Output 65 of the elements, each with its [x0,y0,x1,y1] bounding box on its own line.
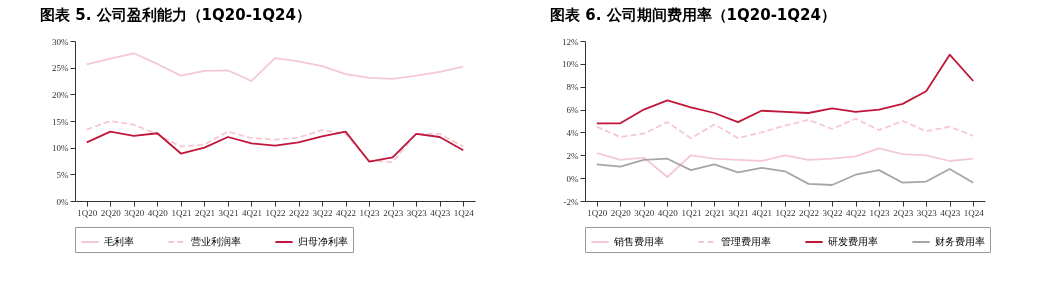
x-tick-label: 3Q22 [312,207,333,218]
x-tick-label: 1Q24 [963,207,985,218]
x-tick-label: 2Q20 [100,207,122,218]
legend-label: 归母净利率 [298,236,348,247]
x-tick-label: 2Q21 [704,207,725,218]
line-series [85,130,465,163]
line-series [595,147,975,178]
legend-label: 财务费用率 [935,236,985,247]
chart-title: 图表 5. 公司盈利能力（1Q20-1Q24） [40,6,311,24]
x-tick-label: 1Q24 [453,207,475,218]
x-tick-label: 1Q22 [265,207,286,218]
line-series [85,120,465,163]
x-tick-label: 3Q23 [406,207,428,218]
x-tick-label: 1Q23 [359,207,381,218]
x-tick-label: 3Q20 [634,207,655,218]
legend-label: 销售费用率 [613,236,664,247]
x-tick-label: 1Q20 [77,207,98,218]
x-tick-label: 3Q23 [916,207,938,218]
x-tick-label: 1Q23 [869,207,891,218]
line-series [85,52,465,82]
x-tick-label: 3Q21 [218,207,239,218]
x-tick-label: 2Q20 [610,207,632,218]
x-tick-label: 2Q22 [289,207,310,218]
y-tick-label: -2% [563,196,579,207]
x-tick-label: 2Q23 [893,207,914,218]
y-tick-label: 5% [56,169,69,180]
legend-label: 营业利润率 [191,236,241,247]
y-tick-label: 20% [52,89,69,100]
y-tick-label: 25% [52,63,69,74]
legend-label: 管理费用率 [721,236,771,247]
x-tick-label: 1Q20 [587,207,608,218]
y-tick-label: 30% [52,36,69,47]
x-tick-label: 4Q23 [430,207,451,218]
y-tick-label: 10% [562,59,579,70]
x-tick-label: 1Q21 [681,207,702,218]
y-tick-label: 15% [52,116,69,127]
x-tick-label: 2Q22 [799,207,820,218]
x-tick-label: 3Q21 [728,207,749,218]
y-tick-label: 2% [566,150,579,161]
y-tick-label: 12% [562,36,579,47]
x-tick-label: 4Q20 [147,207,169,218]
x-tick-label: 4Q22 [336,207,357,218]
y-tick-label: 8% [566,82,579,93]
y-tick-label: 0% [566,173,579,184]
chart-title: 图表 6. 公司期间费用率（1Q20-1Q24） [550,6,836,24]
line-series [595,117,975,140]
legend-label: 研发费用率 [828,236,878,247]
x-tick-label: 4Q20 [657,207,679,218]
legend-label: 毛利率 [104,236,134,247]
y-tick-label: 0% [56,196,69,207]
x-tick-label: 4Q21 [751,207,772,218]
x-tick-label: 4Q22 [846,207,867,218]
x-tick-label: 1Q21 [171,207,192,218]
x-tick-label: 2Q23 [383,207,404,218]
y-tick-label: 10% [52,143,69,154]
line-series [595,53,975,125]
x-tick-label: 4Q23 [940,207,961,218]
x-tick-label: 3Q22 [822,207,843,218]
x-tick-label: 3Q20 [124,207,145,218]
x-tick-label: 4Q21 [241,207,262,218]
x-tick-label: 2Q21 [194,207,215,218]
y-tick-label: 4% [566,127,579,138]
y-tick-label: 6% [566,105,579,116]
x-tick-label: 1Q22 [775,207,796,218]
line-series [595,157,975,186]
